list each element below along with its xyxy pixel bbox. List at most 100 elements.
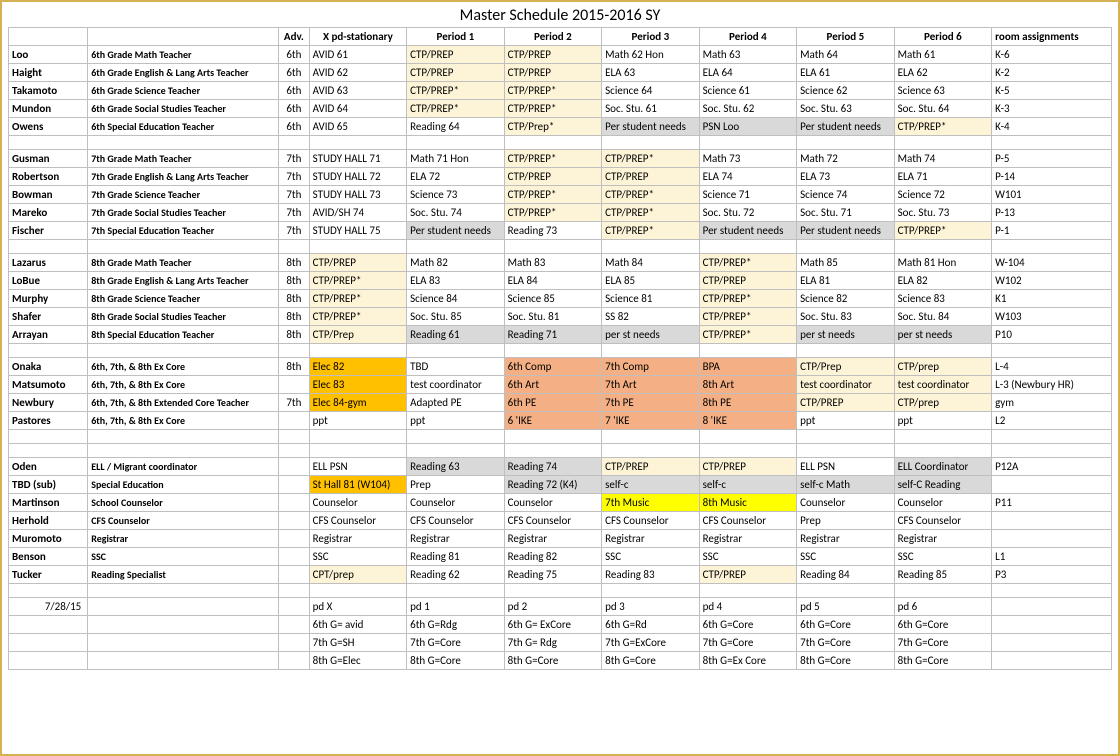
table-row: 8th G=Elec8th G=Core8th G=Core8th G=Core… [9, 652, 1112, 670]
footer-date: 7/28/15 [9, 598, 88, 616]
period-cell: Registrar [309, 530, 407, 548]
teacher-name: Takamoto [9, 82, 88, 100]
teacher-role: 8th Grade Social Studies Teacher [88, 308, 279, 326]
period-cell: PSN Loo [699, 118, 797, 136]
room-assignment: K-2 [992, 64, 1112, 82]
period-cell: per st needs [602, 326, 700, 344]
period-cell: Soc. Stu. 63 [797, 100, 895, 118]
period-cell: Math 72 [797, 150, 895, 168]
footer-cell: 7th G= Rdg [504, 634, 602, 652]
period-cell: SSC [797, 548, 895, 566]
table-row: TuckerReading SpecialistCPT/prepReading … [9, 566, 1112, 584]
period-cell: Math 81 Hon [894, 254, 992, 272]
period-cell: CFS Counselor [699, 512, 797, 530]
teacher-role: 8th Special Education Teacher [88, 326, 279, 344]
table-row: Loo6th Grade Math Teacher6thAVID 61CTP/P… [9, 46, 1112, 64]
teacher-name: Bowman [9, 186, 88, 204]
period-cell: ELA 71 [894, 168, 992, 186]
period-cell: 8 'IKE [699, 412, 797, 430]
period-cell: Counselor [894, 494, 992, 512]
footer-cell: 6th G=Rd [602, 616, 700, 634]
period-cell: Math 83 [504, 254, 602, 272]
table-row: Shafer8th Grade Social Studies Teacher8t… [9, 308, 1112, 326]
period-cell: Reading 72 (K4) [504, 476, 602, 494]
teacher-role: Registrar [88, 530, 279, 548]
teacher-role: 6th Grade English & Lang Arts Teacher [88, 64, 279, 82]
room-assignment: P3 [992, 566, 1112, 584]
period-cell: 6th Art [504, 376, 602, 394]
period-cell: Reading 84 [797, 566, 895, 584]
footer-cell: pd 5 [797, 598, 895, 616]
header-p5: Period 5 [797, 28, 895, 46]
advisory: 8th [279, 308, 309, 326]
period-cell: CTP/PREP [699, 272, 797, 290]
teacher-role: 7th Grade Math Teacher [88, 150, 279, 168]
footer-cell: 8th G=Ex Core [699, 652, 797, 670]
period-cell: CTP/PREP* [504, 150, 602, 168]
period-cell: ELA 63 [602, 64, 700, 82]
room-assignment: W101 [992, 186, 1112, 204]
table-row [9, 240, 1112, 254]
period-cell: Soc. Stu. 81 [504, 308, 602, 326]
period-cell: Science 84 [407, 290, 505, 308]
room-assignment: P11 [992, 494, 1112, 512]
footer-cell: 6th G= ExCore [504, 616, 602, 634]
teacher-name: Mareko [9, 204, 88, 222]
period-cell: AVID 65 [309, 118, 407, 136]
period-cell: Science 63 [894, 82, 992, 100]
table-row: 7/28/15pd Xpd 1pd 2pd 3pd 4pd 5pd 6 [9, 598, 1112, 616]
period-cell: 8th Art [699, 376, 797, 394]
teacher-role: ELL / Migrant coordinator [88, 458, 279, 476]
period-cell: CTP/PREP [602, 168, 700, 186]
period-cell: Soc. Stu. 72 [699, 204, 797, 222]
teacher-name: Haight [9, 64, 88, 82]
footer-date [9, 652, 88, 670]
advisory [279, 494, 309, 512]
period-cell: ELA 84 [504, 272, 602, 290]
period-cell: Science 72 [894, 186, 992, 204]
table-row: OdenELL / Migrant coordinatorELL PSNRead… [9, 458, 1112, 476]
advisory [279, 458, 309, 476]
table-row: Fischer7th Special Education Teacher7thS… [9, 222, 1112, 240]
teacher-role: CFS Counselor [88, 512, 279, 530]
period-cell: Math 84 [602, 254, 700, 272]
room-assignment: P12A [992, 458, 1112, 476]
teacher-role: 8th Grade English & Lang Arts Teacher [88, 272, 279, 290]
table-row: Gusman7th Grade Math Teacher7thSTUDY HAL… [9, 150, 1112, 168]
teacher-role: 6th Grade Social Studies Teacher [88, 100, 279, 118]
header-p6: Period 6 [894, 28, 992, 46]
teacher-role: 8th Grade Science Teacher [88, 290, 279, 308]
table-row [9, 584, 1112, 598]
period-cell: Math 63 [699, 46, 797, 64]
advisory: 8th [279, 358, 309, 376]
period-cell: Per student needs [699, 222, 797, 240]
advisory: 7th [279, 204, 309, 222]
advisory: 6th [279, 100, 309, 118]
period-cell: CTP/PREP* [699, 254, 797, 272]
period-cell: Soc. Stu. 73 [894, 204, 992, 222]
teacher-name: Gusman [9, 150, 88, 168]
period-cell: Registrar [894, 530, 992, 548]
teacher-name: Loo [9, 46, 88, 64]
period-cell: 7th PE [602, 394, 700, 412]
period-cell: ELA 82 [894, 272, 992, 290]
period-cell: STUDY HALL 75 [309, 222, 407, 240]
period-cell: CTP/PREP* [309, 308, 407, 326]
period-cell: Registrar [504, 530, 602, 548]
table-row: Haight6th Grade English & Lang Arts Teac… [9, 64, 1112, 82]
period-cell: CTP/PREP [797, 394, 895, 412]
period-cell: CTP/PREP* [894, 118, 992, 136]
teacher-name: Murphy [9, 290, 88, 308]
footer-cell: 6th G= avid [309, 616, 407, 634]
teacher-name: LoBue [9, 272, 88, 290]
period-cell: Reading 64 [407, 118, 505, 136]
teacher-name: Oden [9, 458, 88, 476]
table-row [9, 136, 1112, 150]
teacher-role: 6th Grade Science Teacher [88, 82, 279, 100]
period-cell: Reading 83 [602, 566, 700, 584]
table-row: Owens6th Special Education Teacher6thAVI… [9, 118, 1112, 136]
teacher-role: 6th, 7th, & 8th Ex Core [88, 376, 279, 394]
room-assignment: W102 [992, 272, 1112, 290]
period-cell: ELA 81 [797, 272, 895, 290]
period-cell: ELA 61 [797, 64, 895, 82]
